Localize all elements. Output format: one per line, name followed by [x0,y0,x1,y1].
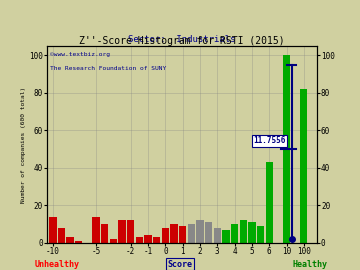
Bar [213,228,221,243]
Bar [300,89,307,243]
Bar [110,239,117,243]
Bar [118,221,126,243]
Bar [257,226,264,243]
Text: The Research Foundation of SUNY: The Research Foundation of SUNY [50,66,166,71]
Bar [231,224,238,243]
Text: Unhealthy: Unhealthy [35,260,80,269]
Bar [127,221,134,243]
Bar [49,217,57,243]
Bar [136,237,143,243]
Bar [179,226,186,243]
Bar [67,237,74,243]
Bar [239,221,247,243]
Y-axis label: Number of companies (600 total): Number of companies (600 total) [21,86,26,202]
Bar [196,221,204,243]
Bar [266,162,273,243]
Bar [205,222,212,243]
Text: Healthy: Healthy [292,260,327,269]
Bar [188,224,195,243]
Bar [248,222,256,243]
Title: Z''-Score Histogram for RSTI (2015): Z''-Score Histogram for RSTI (2015) [79,36,285,46]
Bar [144,235,152,243]
Bar [101,224,108,243]
Text: Score: Score [167,260,193,269]
Bar [222,230,230,243]
Bar [93,217,100,243]
Bar [58,228,65,243]
Text: ©www.textbiz.org: ©www.textbiz.org [50,52,109,57]
Bar [170,224,178,243]
Bar [162,228,169,243]
Text: Sector:  Industrials: Sector: Industrials [128,35,235,44]
Bar [153,237,161,243]
Bar [75,241,82,243]
Text: 11.7556: 11.7556 [253,136,285,145]
Bar [283,55,290,243]
